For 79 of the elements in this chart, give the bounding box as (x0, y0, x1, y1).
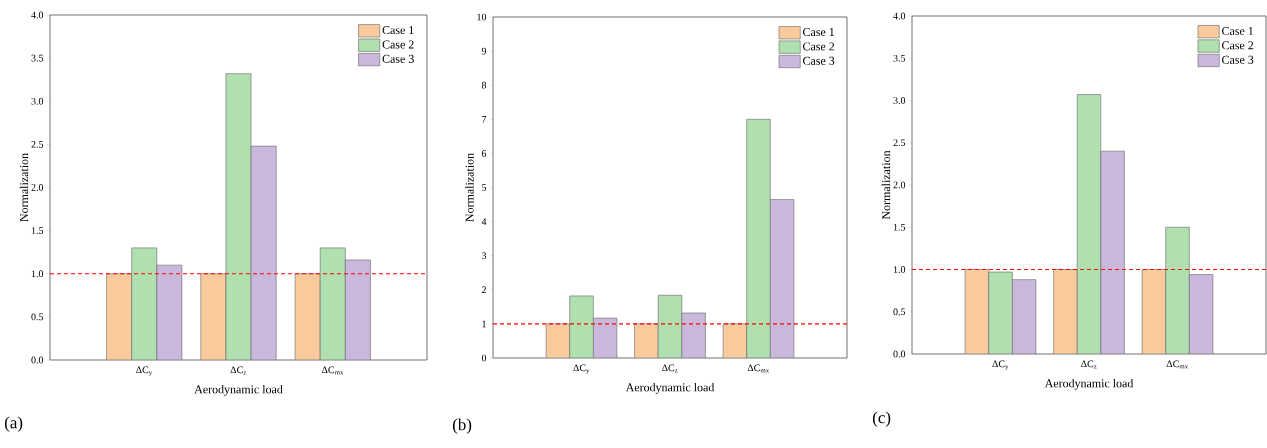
y-tick-label: 1.0 (31, 270, 44, 278)
bar (634, 323, 659, 358)
y-tick-label: 0.0 (31, 356, 44, 364)
y-tick-label: 9 (481, 47, 487, 55)
y-tick-label: 6 (481, 150, 487, 157)
y-tick-label: 2.0 (31, 184, 44, 191)
bar (965, 269, 989, 354)
x-tick-label: ΔC$_{y}$ (992, 360, 1009, 371)
bar (988, 272, 1013, 354)
y-tick-label: 2 (481, 286, 486, 294)
y-axis-title: Normalization (19, 153, 29, 222)
x-tick-label: ΔC$_{z}$ (230, 366, 247, 375)
bar (294, 273, 321, 360)
bar (1077, 94, 1101, 354)
y-tick-label: 1.5 (31, 227, 44, 234)
bar (746, 119, 771, 358)
text: (c) (872, 411, 891, 427)
bar (681, 312, 706, 358)
x-axis-title: Aerodynamic load (625, 382, 715, 394)
y-tick-label: 3.5 (31, 54, 44, 62)
y-tick-label: 2.5 (31, 141, 44, 148)
y-tick-label: 1.5 (893, 223, 906, 231)
bar (225, 73, 252, 360)
y-tick-label: 3.0 (893, 97, 906, 104)
x-tick-label: ΔC$_{mx}$ (321, 366, 344, 375)
bar (1189, 274, 1214, 354)
text: (b) (452, 418, 472, 434)
y-tick-label: 2.5 (893, 139, 906, 147)
y-tick-label: 1.0 (893, 266, 906, 273)
bar (770, 199, 795, 358)
bar (345, 259, 371, 360)
x-tick-label: ΔC$_{mx}$ (1166, 360, 1189, 369)
y-tick-label: 2.0 (893, 181, 906, 189)
y-tick-label: 0.5 (31, 313, 44, 321)
bar (106, 273, 132, 360)
legend-label: Case 1 (1222, 26, 1254, 35)
legend-label: Case 3 (803, 56, 835, 65)
legend-label: Case 2 (382, 40, 414, 49)
y-axis-title: Normalization (465, 153, 474, 222)
bar (1012, 279, 1036, 354)
legend-label: Case 1 (803, 28, 835, 37)
text: (a) (4, 416, 23, 432)
x-axis-title: Aerodynamic load (1044, 378, 1134, 390)
legend-label: Case 2 (803, 42, 835, 51)
bar (1141, 269, 1167, 354)
bar (319, 247, 346, 360)
bar (1100, 151, 1125, 354)
y-axis-title: Normalization (881, 150, 891, 220)
x-tick-label: ΔC$_{y}$ (573, 364, 590, 375)
bar (131, 247, 157, 360)
y-tick-label: 4.0 (893, 12, 906, 20)
legend-label: Case 1 (382, 26, 414, 35)
y-tick-label: 3.5 (893, 54, 906, 62)
legend-label: Case 2 (1222, 41, 1254, 50)
y-tick-label: 4 (481, 218, 487, 225)
y-tick-label: 8 (481, 81, 487, 89)
legend-label: Case 3 (382, 54, 414, 63)
y-tick-label: 0.5 (893, 308, 906, 316)
y-tick-label: 10 (477, 13, 487, 21)
y-tick-label: 1 (482, 320, 486, 328)
x-tick-label: ΔC$_{z}$ (1081, 360, 1097, 369)
bar (200, 273, 226, 360)
legend-label: Case 3 (1222, 55, 1254, 64)
bar (156, 265, 182, 360)
bar (251, 146, 277, 360)
y-tick-label: 7 (482, 116, 487, 123)
x-tick-label: ΔC$_{mx}$ (747, 364, 770, 373)
y-tick-label: 3.0 (31, 97, 44, 105)
y-tick-label: 4.0 (31, 11, 44, 19)
x-tick-label: ΔC$_{y}$ (136, 366, 153, 377)
x-axis-title: Aerodynamic load (194, 384, 283, 396)
y-tick-label: 5 (482, 184, 487, 191)
bar (1165, 226, 1190, 354)
y-tick-label: 0 (481, 354, 487, 362)
x-tick-label: ΔC$_{z}$ (662, 364, 678, 373)
bar (1053, 269, 1078, 354)
y-tick-label: 3 (481, 252, 487, 260)
y-tick-label: 0.0 (893, 350, 906, 358)
bar (569, 295, 594, 358)
